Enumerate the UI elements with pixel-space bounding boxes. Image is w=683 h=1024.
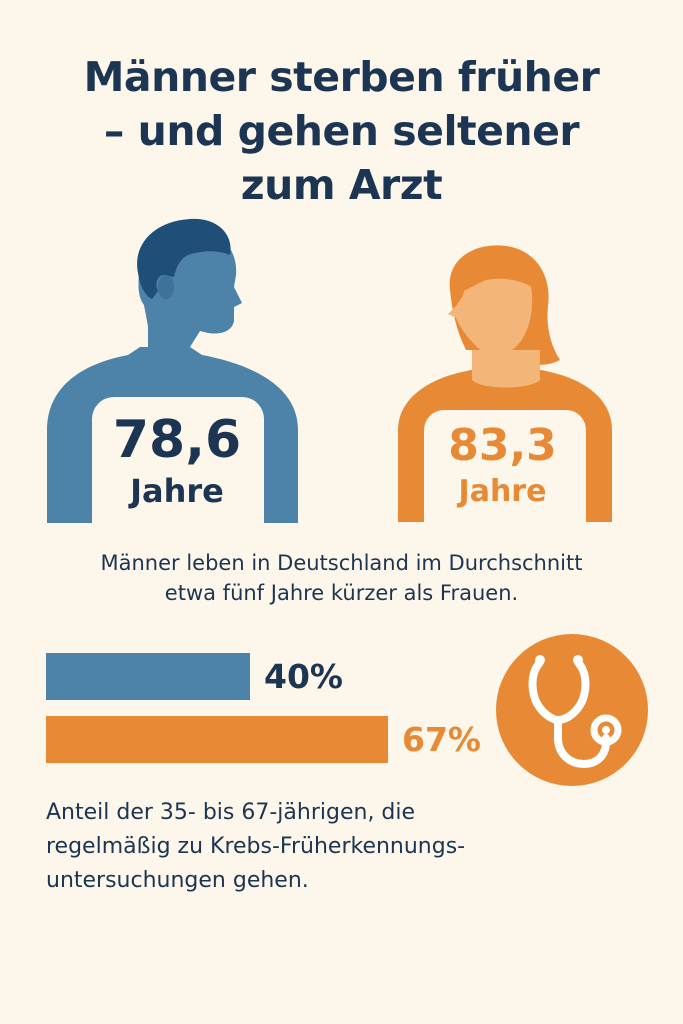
title-line-2: – und gehen seltener [103,107,580,155]
screening-caption: Anteil der 35- bis 67-jährigen, die rege… [46,796,646,898]
woman-age-unit: Jahre [458,474,547,509]
woman-age-panel [424,410,586,525]
lifespan-description: Männer leben in Deutschland im Durchschn… [20,548,663,608]
man-age-label: 78,6 Jahre [92,410,262,512]
caption-line-3: untersuchungen gehen. [46,868,309,893]
man-age-panel [92,397,264,525]
man-age-value: 78,6 [112,410,242,470]
lifespan-line-1: Männer leben in Deutschland im Durchschn… [100,551,583,575]
men-screening-percent: 40% [264,657,343,696]
caption-line-2: regelmäßig zu Krebs-Früherkennungs- [46,834,466,859]
women-screening-bar [46,716,388,763]
title-line-1: Männer sterben früher [83,53,600,101]
caption-line-1: Anteil der 35- bis 67-jährigen, die [46,800,416,825]
man-figure [40,215,310,525]
page-title: Männer sterben früher – und gehen selten… [20,50,663,212]
men-screening-bar [46,653,250,700]
woman-age-value: 83,3 [448,420,557,471]
lifespan-line-2: etwa fünf Jahre kürzer als Frauen. [164,581,519,605]
women-screening-percent: 67% [402,720,481,759]
woman-figure [390,240,620,525]
title-line-3: zum Arzt [240,161,443,209]
man-age-unit: Jahre [130,472,224,510]
woman-age-label: 83,3 Jahre [430,420,575,512]
stethoscope-icon [496,634,648,786]
